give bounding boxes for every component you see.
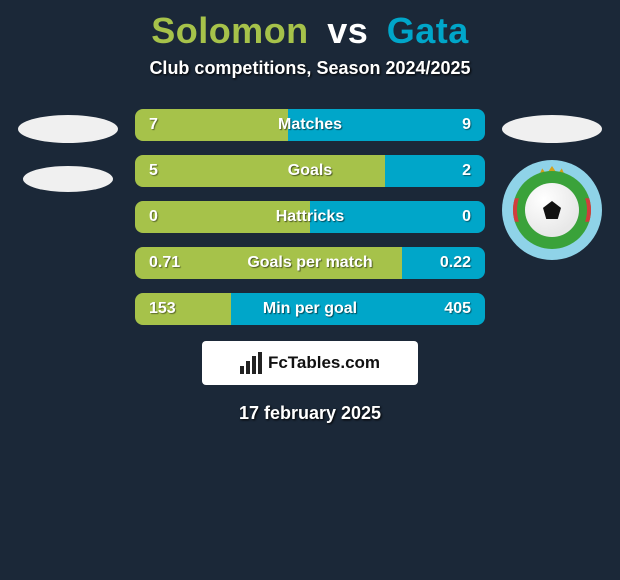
bar-chart-icon bbox=[240, 352, 262, 374]
stat-left-value: 5 bbox=[149, 162, 158, 180]
stat-left-value: 0.71 bbox=[149, 254, 180, 272]
brand-text: FcTables.com bbox=[268, 353, 380, 373]
stat-left-value: 153 bbox=[149, 300, 176, 318]
stat-right-bar: 9 bbox=[288, 109, 485, 141]
left-club-badge-1 bbox=[18, 109, 118, 149]
stat-left-bar: 0.71 bbox=[135, 247, 402, 279]
club-crest-icon bbox=[502, 160, 602, 260]
stat-left-value: 0 bbox=[149, 208, 158, 226]
comparison-content: 79Matches52Goals00Hattricks0.710.22Goals… bbox=[0, 109, 620, 424]
stat-row: 0.710.22Goals per match bbox=[135, 247, 485, 279]
placeholder-ellipse-icon bbox=[502, 115, 602, 143]
stat-right-value: 9 bbox=[462, 116, 471, 134]
stat-right-bar: 2 bbox=[385, 155, 485, 187]
stat-right-bar: 405 bbox=[231, 293, 485, 325]
title-left-name: Solomon bbox=[151, 10, 308, 51]
stat-left-bar: 5 bbox=[135, 155, 385, 187]
right-club-badge-1 bbox=[502, 109, 602, 149]
stat-row: 153405Min per goal bbox=[135, 293, 485, 325]
stat-right-value: 0 bbox=[462, 208, 471, 226]
page-title: Solomon vs Gata bbox=[0, 0, 620, 52]
right-player-badges bbox=[492, 109, 612, 275]
subtitle: Club competitions, Season 2024/2025 bbox=[0, 58, 620, 79]
stat-row: 79Matches bbox=[135, 109, 485, 141]
title-separator: vs bbox=[327, 10, 368, 51]
stat-right-bar: 0 bbox=[310, 201, 485, 233]
stat-right-bar: 0.22 bbox=[402, 247, 485, 279]
left-club-badge-2 bbox=[18, 159, 118, 199]
brand-box[interactable]: FcTables.com bbox=[202, 341, 418, 385]
left-player-badges bbox=[8, 109, 128, 209]
stat-left-bar: 0 bbox=[135, 201, 310, 233]
stat-left-bar: 153 bbox=[135, 293, 231, 325]
stat-row: 00Hattricks bbox=[135, 201, 485, 233]
stat-right-value: 405 bbox=[444, 300, 471, 318]
right-club-badge-2 bbox=[502, 155, 602, 265]
placeholder-ellipse-icon bbox=[23, 166, 113, 192]
stat-right-value: 0.22 bbox=[440, 254, 471, 272]
stat-right-value: 2 bbox=[462, 162, 471, 180]
stat-row: 52Goals bbox=[135, 155, 485, 187]
stats-bars: 79Matches52Goals00Hattricks0.710.22Goals… bbox=[135, 109, 485, 325]
snapshot-date: 17 february 2025 bbox=[0, 403, 620, 424]
stat-left-value: 7 bbox=[149, 116, 158, 134]
stat-left-bar: 7 bbox=[135, 109, 288, 141]
title-right-name: Gata bbox=[387, 10, 469, 51]
placeholder-ellipse-icon bbox=[18, 115, 118, 143]
